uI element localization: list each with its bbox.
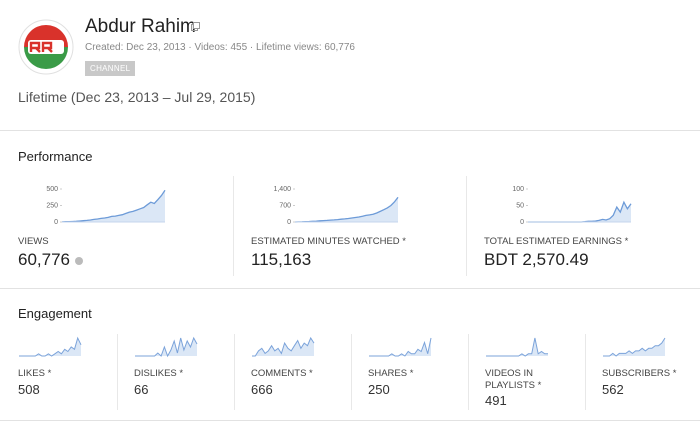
metric-label: TOTAL ESTIMATED EARNINGS * (484, 236, 629, 247)
line (603, 337, 666, 357)
area (252, 338, 314, 356)
y-tick-label: 1,400 (273, 186, 291, 193)
metric-value[interactable]: 66 (134, 382, 149, 397)
area (62, 190, 165, 222)
external-link-icon[interactable] (191, 22, 200, 31)
section-title: Performance (18, 149, 93, 164)
line (369, 337, 432, 357)
sparkline-chart[interactable]: 0 250 500 (18, 180, 218, 230)
divider (117, 334, 118, 410)
metric-label: VIEWS (18, 236, 49, 247)
metric-label: VIDEOS IN PLAYLISTS * (485, 368, 542, 391)
y-tick-label: 250 (46, 202, 58, 209)
metric-value[interactable]: 115,163 (251, 250, 312, 269)
divider (0, 420, 700, 421)
y-tick-label: 0 (287, 219, 291, 226)
metric-value[interactable]: 666 (251, 382, 273, 397)
channel-name[interactable]: Abdur Rahim (85, 16, 196, 37)
divider (585, 334, 586, 410)
sparkline[interactable] (18, 336, 82, 358)
sparkline[interactable] (251, 336, 315, 358)
area (19, 338, 81, 356)
metric-value[interactable]: 60,776 (18, 250, 83, 270)
y-tick-label: 0 (520, 219, 524, 226)
divider (233, 176, 234, 276)
line (19, 336, 82, 357)
y-tick-label: 700 (279, 202, 291, 209)
channel-meta: Created: Dec 23, 2013 · Videos: 455 · Li… (85, 42, 355, 53)
divider (0, 130, 700, 131)
line (61, 189, 166, 223)
date-range: Lifetime (Dec 23, 2013 – Jul 29, 2015) (18, 89, 256, 105)
status-dot (75, 256, 83, 265)
metric-label: COMMENTS * (251, 368, 313, 379)
line (252, 336, 315, 357)
divider (351, 334, 352, 410)
sparkline[interactable] (134, 336, 198, 358)
line (486, 337, 548, 357)
metric-value[interactable]: 508 (18, 382, 40, 397)
area (528, 202, 631, 222)
channel-badge: CHANNEL (85, 61, 136, 76)
section-title: Engagement (18, 306, 92, 321)
metric-value[interactable]: 250 (368, 382, 390, 397)
divider (468, 334, 469, 410)
divider (0, 288, 700, 289)
divider (234, 334, 235, 410)
metric-label: SUBSCRIBERS * (602, 368, 677, 379)
area (295, 197, 398, 222)
sparkline-chart[interactable]: 0 50 100 (484, 180, 684, 230)
divider (466, 176, 467, 276)
y-tick-label: 0 (54, 219, 58, 226)
line (294, 196, 399, 223)
sparkline[interactable] (602, 336, 666, 358)
channel-avatar[interactable] (18, 19, 74, 75)
y-tick-label: 500 (46, 186, 58, 193)
metric-label: ESTIMATED MINUTES WATCHED * (251, 236, 406, 247)
metric-value[interactable]: 491 (485, 393, 507, 408)
area (603, 338, 665, 356)
metric-value[interactable]: 562 (602, 382, 624, 397)
area (135, 338, 197, 356)
sparkline[interactable] (485, 336, 549, 358)
area (369, 338, 431, 356)
metric-label: SHARES * (368, 368, 414, 379)
y-tick-label: 100 (512, 186, 524, 193)
line (135, 336, 198, 358)
sparkline-chart[interactable]: 0 700 1,400 (251, 180, 451, 230)
y-tick-label: 50 (516, 202, 524, 209)
metric-label: LIKES * (18, 368, 52, 379)
sparkline[interactable] (368, 336, 432, 358)
metric-value[interactable]: BDT 2,570.49 (484, 250, 589, 269)
metric-label: DISLIKES * (134, 368, 184, 379)
